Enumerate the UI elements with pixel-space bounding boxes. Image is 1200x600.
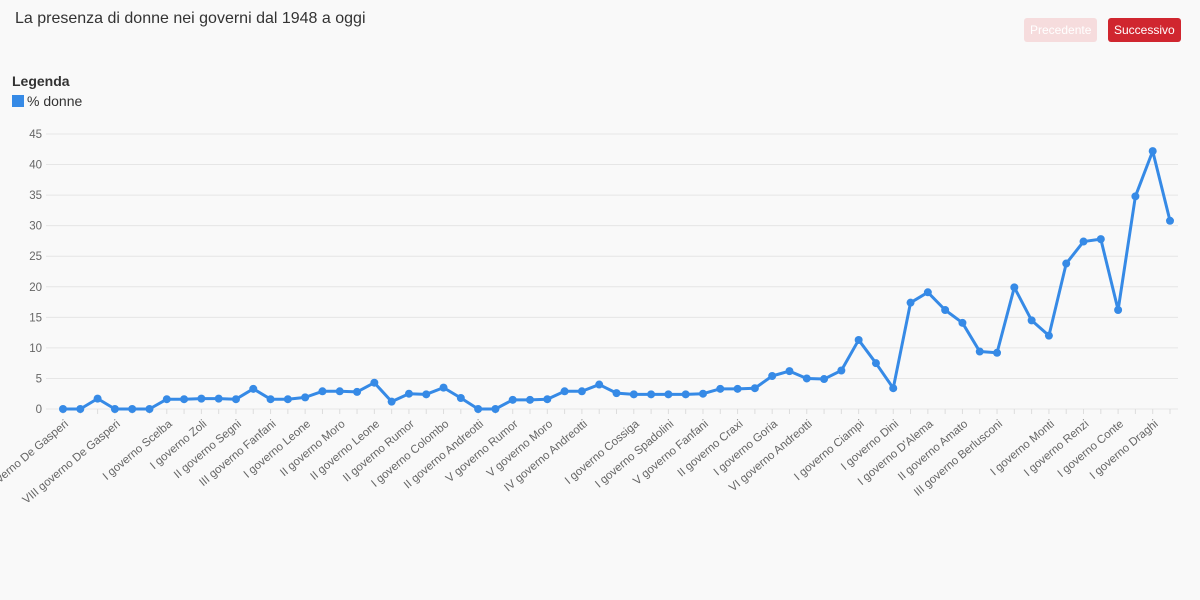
data-point (1096, 235, 1105, 244)
data-point (283, 395, 292, 404)
data-point (231, 395, 240, 404)
y-tick-label: 45 (29, 129, 42, 141)
data-point (993, 348, 1002, 357)
data-point (76, 405, 85, 413)
data-point (474, 405, 483, 413)
data-point (1148, 147, 1157, 156)
data-point (560, 387, 569, 396)
legend-label: % donne (27, 93, 83, 109)
data-point (802, 374, 811, 383)
data-point (353, 387, 362, 396)
y-tick-label: 40 (29, 160, 42, 172)
data-point (733, 384, 742, 393)
data-point (1079, 237, 1088, 246)
data-point (941, 306, 950, 314)
data-point (889, 384, 898, 393)
data-point (1062, 259, 1071, 268)
data-point (422, 390, 431, 399)
data-point (508, 395, 517, 404)
y-tick-label: 10 (29, 343, 42, 355)
data-point (128, 405, 137, 413)
data-point (543, 395, 552, 404)
legend-title: Legenda (12, 73, 70, 89)
data-point (664, 390, 673, 399)
data-point (750, 384, 759, 393)
data-point (785, 367, 794, 376)
y-tick-label: 0 (36, 404, 42, 416)
data-point (698, 389, 707, 398)
y-tick-label: 20 (29, 282, 42, 294)
data-point (1027, 316, 1036, 325)
data-point (110, 405, 119, 413)
legend: Legenda % donne (12, 73, 82, 109)
data-point (214, 394, 223, 403)
data-point (266, 395, 275, 404)
data-point (1114, 306, 1123, 314)
data-point (612, 389, 621, 398)
data-point (595, 380, 604, 389)
data-point (162, 395, 171, 404)
data-point (923, 288, 932, 297)
data-point (93, 394, 102, 403)
data-point (456, 394, 465, 402)
data-point (387, 397, 396, 406)
data-point (59, 405, 67, 413)
data-point (404, 389, 413, 398)
data-point (820, 375, 829, 384)
page-title: La presenza di donne nei governi dal 194… (15, 10, 366, 27)
x-tick-label: VIII governo De Gasperi (21, 418, 123, 506)
data-point (768, 372, 777, 380)
data-point (716, 384, 725, 393)
data-point (301, 393, 310, 402)
data-point (335, 387, 344, 396)
data-point (145, 405, 154, 413)
y-tick-label: 35 (29, 190, 42, 202)
data-point (629, 390, 638, 399)
y-tick-label: 15 (29, 312, 42, 324)
data-point (681, 390, 690, 399)
data-point (249, 384, 258, 393)
y-tick-label: 5 (36, 373, 42, 385)
data-point (439, 383, 448, 392)
next-button[interactable]: Successivo (1108, 18, 1181, 42)
data-point (837, 366, 846, 375)
data-point (491, 405, 500, 413)
data-point (577, 387, 586, 396)
data-point (318, 387, 327, 396)
data-point (871, 359, 880, 368)
data-point (197, 394, 206, 403)
previous-button: Precedente (1024, 18, 1098, 42)
data-point (1131, 192, 1140, 201)
series-line (63, 149, 1172, 411)
data-point (647, 390, 656, 399)
data-point (958, 318, 967, 327)
data-point (180, 395, 189, 404)
y-tick-label: 30 (29, 221, 42, 233)
data-point (1044, 331, 1053, 340)
data-point (1166, 216, 1174, 225)
legend-swatch (12, 95, 24, 107)
y-tick-label: 25 (29, 251, 42, 263)
data-point (854, 335, 863, 344)
data-point (975, 347, 984, 356)
data-point (370, 378, 379, 387)
data-point (906, 298, 915, 307)
data-point (526, 395, 535, 404)
data-point (1010, 283, 1019, 292)
